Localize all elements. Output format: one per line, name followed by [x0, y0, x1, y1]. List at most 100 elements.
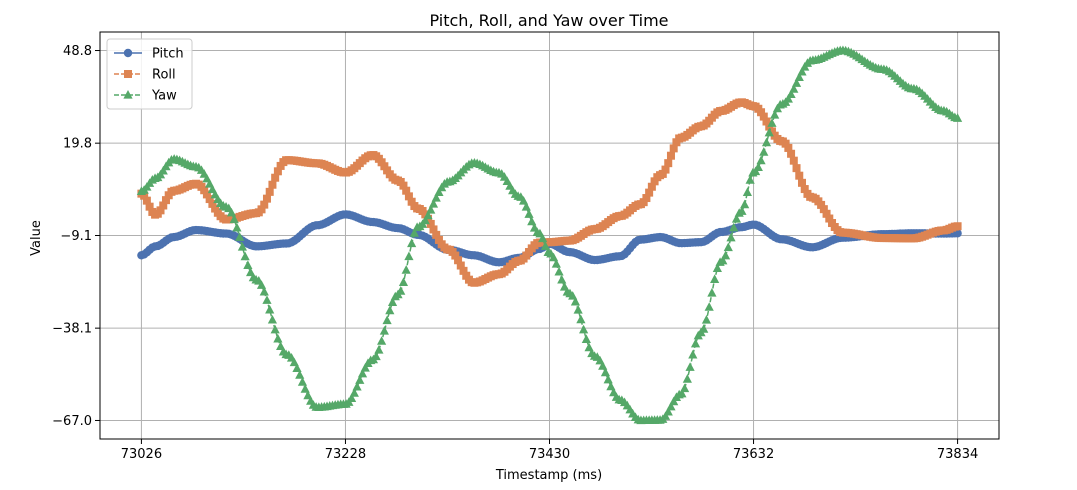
- roll-point: [159, 201, 168, 210]
- yaw-point: [794, 72, 804, 81]
- yaw-point: [551, 259, 561, 268]
- y-tick-label: 19.8: [63, 137, 92, 152]
- roll-point: [140, 191, 149, 200]
- roll-point: [156, 206, 165, 215]
- yaw-point: [764, 127, 774, 137]
- yaw-point: [431, 193, 441, 202]
- yaw-point: [267, 314, 278, 324]
- yaw-point: [682, 374, 692, 383]
- y-tick-label: −38.1: [52, 322, 92, 337]
- yaw-point: [745, 175, 755, 184]
- roll-point: [825, 214, 834, 223]
- legend-label: Pitch: [152, 47, 184, 62]
- roll-point: [429, 225, 438, 234]
- yaw-point: [742, 187, 753, 197]
- yaw-point: [761, 137, 772, 147]
- yaw-point: [229, 214, 239, 224]
- yaw-point: [538, 233, 548, 243]
- yaw-point: [292, 363, 302, 373]
- roll-point: [402, 186, 411, 195]
- yaw-point: [704, 302, 714, 311]
- yaw-point: [770, 110, 780, 119]
- yaw-point: [737, 206, 747, 215]
- yaw-point: [382, 315, 392, 325]
- yaw-point: [740, 199, 750, 209]
- roll-point: [784, 143, 793, 152]
- chart-title: Pitch, Roll, and Yaw over Time: [429, 11, 668, 30]
- yaw-point: [407, 238, 417, 248]
- y-tick-label: −9.1: [60, 229, 92, 244]
- yaw-point: [270, 324, 280, 334]
- yaw-point: [710, 274, 720, 283]
- roll-point: [200, 186, 209, 195]
- yaw-point: [660, 411, 671, 420]
- yaw-point: [783, 93, 793, 103]
- yaw-point: [568, 291, 578, 300]
- yaw-point: [557, 274, 567, 284]
- roll-point: [650, 177, 659, 186]
- yaw-point: [540, 241, 551, 250]
- yaw-point: [237, 242, 248, 251]
- yaw-point: [731, 214, 742, 223]
- roll-point: [454, 256, 463, 265]
- roll-point: [759, 112, 768, 121]
- x-axis-label: Timestamp (ms): [495, 468, 602, 483]
- roll-point: [421, 210, 430, 219]
- roll-point: [202, 190, 211, 199]
- yaw-point: [701, 314, 712, 324]
- yaw-point: [524, 209, 534, 218]
- yaw-point: [677, 388, 687, 398]
- yaw-point: [398, 277, 409, 286]
- roll-point: [795, 171, 804, 180]
- roll-point: [822, 209, 831, 218]
- yaw-point: [346, 393, 357, 403]
- roll-point: [273, 167, 282, 176]
- legend-swatch-marker: [123, 90, 133, 99]
- yaw-point: [753, 162, 763, 171]
- roll-point: [257, 205, 266, 214]
- legend-entry-yaw: Yaw: [114, 89, 177, 104]
- yaw-point: [584, 342, 594, 352]
- yaw-point: [600, 367, 611, 377]
- yaw-point: [759, 147, 769, 156]
- x-tick-label: 73228: [325, 447, 366, 462]
- legend: Pitch Roll Yaw: [106, 38, 193, 110]
- roll-point: [268, 180, 277, 189]
- yaw-point: [434, 187, 444, 197]
- yaw-point: [262, 295, 272, 304]
- data-series: [136, 45, 963, 425]
- yaw-point: [688, 349, 698, 359]
- yaw-point: [791, 78, 802, 87]
- yaw-point: [548, 252, 559, 262]
- yaw-point: [357, 368, 368, 378]
- roll-point: [661, 165, 670, 174]
- yaw-point: [232, 222, 242, 232]
- yaw-point: [387, 297, 398, 306]
- roll-point: [145, 202, 154, 211]
- yaw-point: [573, 305, 583, 314]
- yaw-point: [240, 251, 250, 261]
- yaw-point: [606, 381, 616, 391]
- roll-point: [817, 200, 826, 209]
- roll-point: [787, 149, 796, 158]
- yaw-point: [423, 210, 433, 220]
- yaw-point: [295, 370, 305, 379]
- roll-point: [642, 194, 651, 203]
- roll-point: [205, 195, 214, 204]
- legend-swatch-marker: [124, 70, 132, 78]
- yaw-point: [409, 228, 419, 237]
- x-tick-label: 73834: [937, 447, 978, 462]
- y-tick-label: 48.8: [63, 44, 92, 59]
- y-tick-label: −67.0: [52, 414, 92, 429]
- yaw-point: [718, 255, 728, 265]
- yaw-point: [259, 286, 269, 296]
- roll-point: [792, 164, 801, 173]
- roll-point: [666, 151, 675, 160]
- yaw-point: [576, 314, 586, 324]
- roll-point: [459, 266, 468, 275]
- roll-point: [161, 196, 170, 205]
- yaw-point: [756, 155, 766, 165]
- roll-point: [404, 192, 413, 201]
- yaw-series: [136, 45, 963, 425]
- yaw-point: [426, 205, 436, 214]
